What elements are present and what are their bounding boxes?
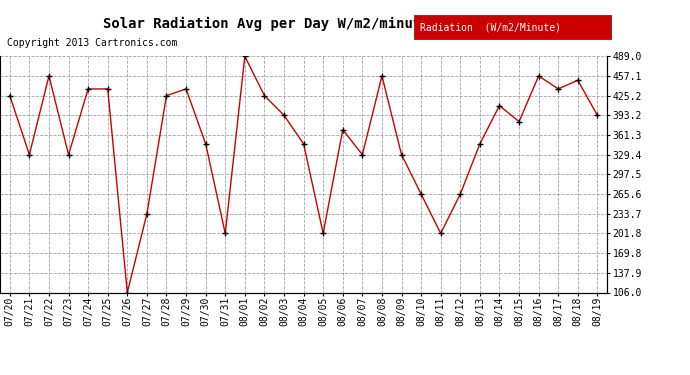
Text: Radiation  (W/m2/Minute): Radiation (W/m2/Minute) <box>420 22 560 32</box>
Text: Solar Radiation Avg per Day W/m2/minute 20130819: Solar Radiation Avg per Day W/m2/minute … <box>103 17 504 31</box>
Text: Copyright 2013 Cartronics.com: Copyright 2013 Cartronics.com <box>7 38 177 48</box>
